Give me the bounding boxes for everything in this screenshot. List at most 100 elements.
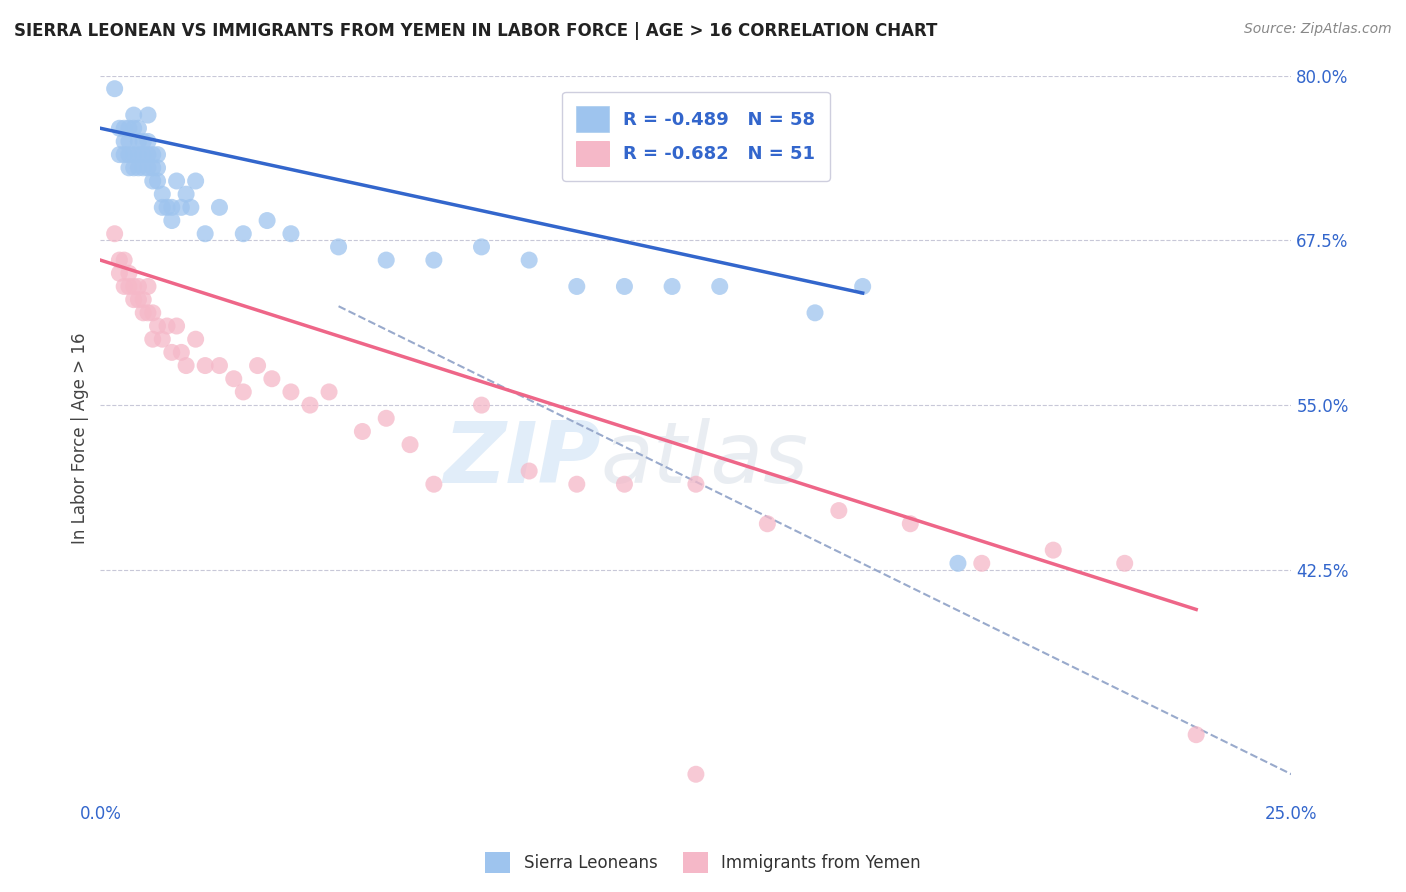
Point — [208, 359, 231, 373]
Point — [1042, 543, 1064, 558]
Point — [399, 437, 422, 451]
Point — [184, 332, 207, 346]
Point — [122, 108, 145, 122]
Point — [108, 121, 131, 136]
Point — [127, 279, 149, 293]
Point — [280, 384, 302, 399]
Point — [1185, 728, 1208, 742]
Point — [132, 147, 155, 161]
Point — [127, 161, 149, 175]
Point — [565, 477, 588, 491]
Point — [142, 161, 165, 175]
Point — [142, 174, 165, 188]
Point — [156, 318, 179, 333]
Point — [232, 227, 254, 241]
Point — [160, 200, 183, 214]
Point — [174, 187, 197, 202]
Point — [232, 384, 254, 399]
Point — [160, 213, 183, 227]
Point — [122, 293, 145, 307]
Point — [517, 464, 540, 478]
Point — [828, 503, 851, 517]
Point — [166, 174, 188, 188]
Point — [132, 293, 155, 307]
Point — [613, 477, 636, 491]
Point — [470, 240, 492, 254]
Point — [470, 398, 492, 412]
Point — [328, 240, 350, 254]
Point — [613, 279, 636, 293]
Point — [108, 266, 131, 280]
Point — [852, 279, 875, 293]
Point — [136, 147, 159, 161]
Point — [208, 200, 231, 214]
Point — [898, 516, 921, 531]
Point — [423, 477, 446, 491]
Point — [132, 161, 155, 175]
Point — [132, 135, 155, 149]
Point — [180, 200, 202, 214]
Point — [127, 121, 149, 136]
Point — [375, 411, 398, 425]
Point — [298, 398, 321, 412]
Point — [685, 767, 707, 781]
Point — [122, 279, 145, 293]
Point — [709, 279, 731, 293]
Text: atlas: atlas — [600, 418, 808, 501]
Point — [146, 318, 169, 333]
Point — [127, 135, 149, 149]
Point — [146, 174, 169, 188]
Point — [222, 372, 245, 386]
Point — [118, 266, 141, 280]
Point — [142, 147, 165, 161]
Point — [112, 135, 135, 149]
Point — [127, 293, 149, 307]
Point — [136, 279, 159, 293]
Point — [246, 359, 269, 373]
Point — [170, 200, 193, 214]
Point — [423, 253, 446, 268]
Point — [150, 332, 173, 346]
Point — [946, 557, 969, 571]
Point — [118, 135, 141, 149]
Text: ZIP: ZIP — [443, 418, 600, 501]
Point — [150, 200, 173, 214]
Point — [280, 227, 302, 241]
Point — [352, 425, 374, 439]
Point — [756, 516, 779, 531]
Point — [136, 108, 159, 122]
Point — [146, 147, 169, 161]
Point — [150, 187, 173, 202]
Point — [112, 121, 135, 136]
Point — [1114, 557, 1136, 571]
Point — [122, 161, 145, 175]
Point — [108, 253, 131, 268]
Point — [685, 477, 707, 491]
Point — [174, 359, 197, 373]
Point — [146, 161, 169, 175]
Legend: R = -0.489   N = 58, R = -0.682   N = 51: R = -0.489 N = 58, R = -0.682 N = 51 — [562, 92, 830, 181]
Point — [156, 200, 179, 214]
Point — [256, 213, 278, 227]
Point — [122, 121, 145, 136]
Point — [318, 384, 340, 399]
Point — [118, 279, 141, 293]
Point — [118, 161, 141, 175]
Y-axis label: In Labor Force | Age > 16: In Labor Force | Age > 16 — [72, 333, 89, 544]
Point — [517, 253, 540, 268]
Text: SIERRA LEONEAN VS IMMIGRANTS FROM YEMEN IN LABOR FORCE | AGE > 16 CORRELATION CH: SIERRA LEONEAN VS IMMIGRANTS FROM YEMEN … — [14, 22, 938, 40]
Point — [142, 332, 165, 346]
Point — [112, 279, 135, 293]
Point — [136, 135, 159, 149]
Point — [122, 147, 145, 161]
Point — [661, 279, 683, 293]
Point — [194, 227, 217, 241]
Point — [375, 253, 398, 268]
Point — [260, 372, 283, 386]
Point — [166, 318, 188, 333]
Point — [104, 81, 127, 95]
Point — [104, 227, 127, 241]
Text: Source: ZipAtlas.com: Source: ZipAtlas.com — [1244, 22, 1392, 37]
Point — [170, 345, 193, 359]
Point — [112, 147, 135, 161]
